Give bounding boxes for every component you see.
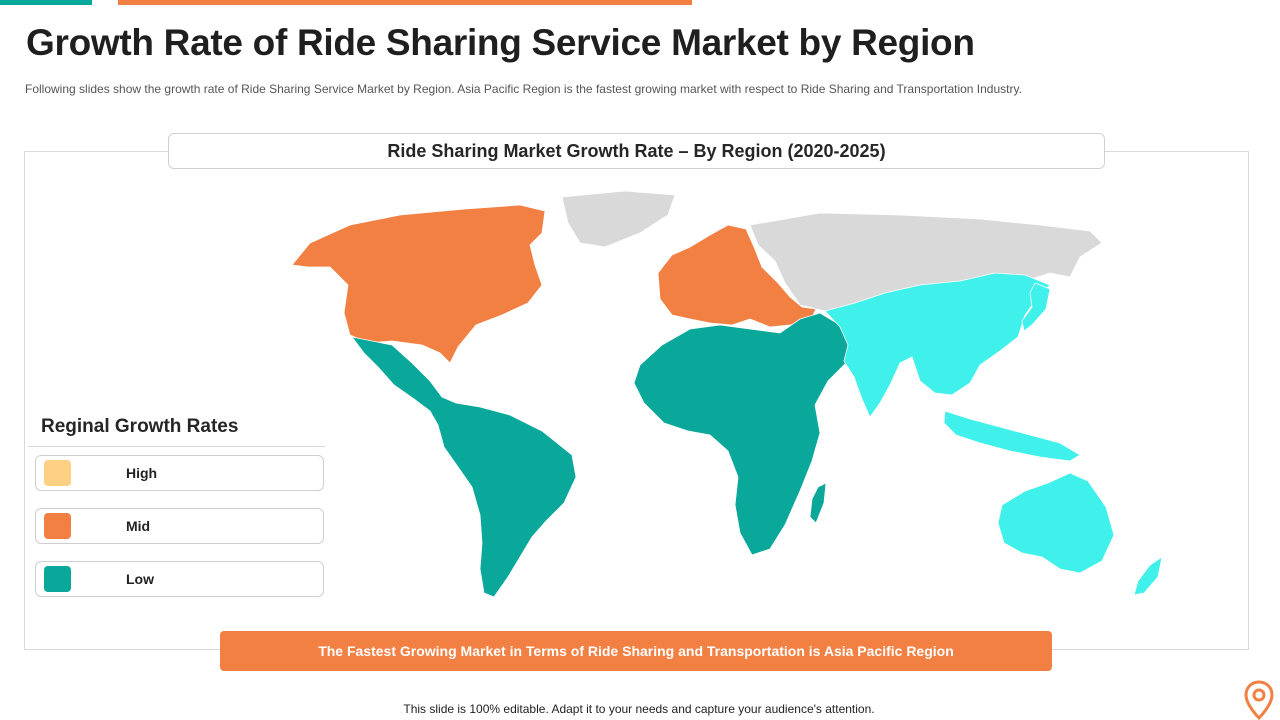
top-accent-orange: [118, 0, 692, 5]
region-madagascar: [809, 482, 827, 524]
region-latin-america: [351, 336, 577, 598]
world-map: [291, 190, 1163, 598]
page-description: Following slides show the growth rate of…: [25, 82, 1022, 96]
legend-divider: [28, 446, 325, 447]
legend-title: Reginal Growth Rates: [41, 416, 239, 437]
region-indonesia: [943, 410, 1081, 462]
region-north-america: [291, 204, 546, 364]
region-greenland: [561, 190, 676, 248]
region-new-zealand: [1133, 556, 1163, 596]
page-title: Growth Rate of Ride Sharing Service Mark…: [26, 22, 975, 63]
region-europe: [657, 224, 817, 328]
region-asia-pacific: [824, 272, 1051, 418]
region-japan: [1021, 282, 1051, 332]
region-australia: [997, 472, 1115, 574]
legend-item-mid: Mid: [35, 508, 324, 544]
legend-label-low: Low: [126, 571, 154, 587]
legend-swatch-mid: [44, 513, 71, 539]
footer-note: This slide is 100% editable. Adapt it to…: [403, 702, 875, 716]
legend-label-mid: Mid: [126, 518, 151, 534]
legend-swatch-low: [44, 566, 71, 592]
map-header: Ride Sharing Market Growth Rate – By Reg…: [168, 133, 1105, 169]
top-accent-teal: [0, 0, 92, 5]
map-pin-icon: [1244, 680, 1274, 720]
key-insight-banner: The Fastest Growing Market in Terms of R…: [220, 631, 1052, 671]
legend-label-high: High: [126, 465, 158, 481]
legend-swatch-high: [44, 460, 71, 486]
region-africa-middle-east: [633, 312, 855, 556]
legend-item-low: Low: [35, 561, 324, 597]
legend-item-high: High: [35, 455, 324, 491]
